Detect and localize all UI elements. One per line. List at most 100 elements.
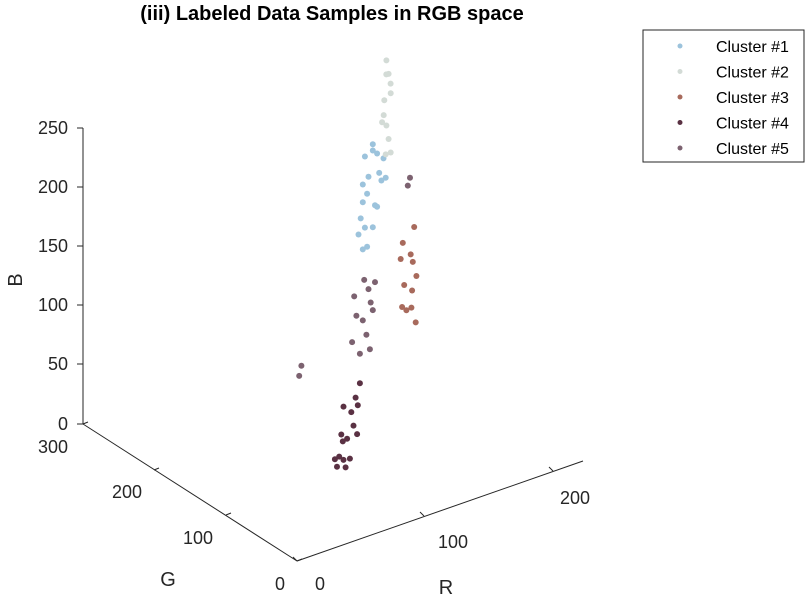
data-point-cluster-4 bbox=[331, 456, 338, 463]
data-point-cluster-2 bbox=[379, 119, 386, 126]
data-point-cluster-1 bbox=[374, 203, 381, 210]
data-point-cluster-1 bbox=[374, 150, 381, 157]
legend-label: Cluster #3 bbox=[716, 90, 789, 107]
data-point-cluster-3 bbox=[399, 239, 406, 246]
data-point-cluster-5 bbox=[365, 286, 372, 293]
data-point-cluster-4 bbox=[346, 455, 353, 462]
data-point-cluster-5 bbox=[353, 312, 360, 319]
data-point-cluster-4 bbox=[339, 438, 346, 445]
data-point-cluster-2 bbox=[380, 112, 387, 119]
chart-title: (iii) Labeled Data Samples in RGB space bbox=[140, 3, 523, 25]
legend-label: Cluster #1 bbox=[716, 39, 789, 56]
scatter-points bbox=[296, 57, 420, 471]
data-point-cluster-4 bbox=[342, 464, 349, 471]
data-point-cluster-4 bbox=[356, 380, 363, 387]
y-tick-label: 300 bbox=[38, 437, 68, 457]
x-axis-line bbox=[296, 460, 584, 562]
data-point-cluster-2 bbox=[382, 151, 389, 158]
data-point-cluster-2 bbox=[385, 136, 392, 142]
legend-label: Cluster #5 bbox=[716, 141, 789, 158]
data-point-cluster-4 bbox=[334, 463, 340, 470]
y-axis-line bbox=[82, 423, 298, 562]
data-point-cluster-3 bbox=[408, 304, 415, 311]
z-axis-label: B bbox=[5, 273, 27, 286]
legend-marker bbox=[677, 145, 683, 151]
y-tick-label: 0 bbox=[275, 574, 285, 594]
data-point-cluster-1 bbox=[378, 177, 385, 184]
legend-label: Cluster #2 bbox=[716, 65, 789, 82]
y-tick-label: 100 bbox=[183, 528, 213, 548]
data-point-cluster-1 bbox=[355, 231, 362, 238]
data-point-cluster-5 bbox=[296, 372, 303, 379]
data-point-cluster-2 bbox=[381, 97, 388, 104]
z-axis-ticks: 0 50 100 150 200 250 bbox=[38, 118, 83, 434]
data-point-cluster-1 bbox=[359, 199, 366, 206]
data-point-cluster-1 bbox=[359, 246, 366, 253]
legend-marker bbox=[677, 69, 683, 74]
data-point-cluster-3 bbox=[413, 273, 420, 279]
legend-marker bbox=[677, 43, 683, 49]
data-point-cluster-3 bbox=[409, 287, 416, 294]
data-point-cluster-4 bbox=[340, 403, 347, 410]
data-point-cluster-4 bbox=[348, 409, 355, 416]
data-point-cluster-4 bbox=[340, 456, 347, 463]
data-point-cluster-1 bbox=[364, 243, 371, 250]
data-point-cluster-3 bbox=[411, 224, 418, 230]
data-point-cluster-5 bbox=[366, 346, 373, 353]
data-point-cluster-1 bbox=[357, 215, 364, 222]
data-point-cluster-1 bbox=[376, 169, 383, 176]
data-point-cluster-3 bbox=[399, 304, 406, 310]
data-point-cluster-5 bbox=[404, 182, 411, 189]
data-point-cluster-1 bbox=[364, 190, 371, 197]
data-point-cluster-3 bbox=[397, 256, 404, 262]
x-tick-label: 0 bbox=[315, 574, 325, 594]
x-axis-ticks: 0 100 200 bbox=[292, 466, 590, 594]
z-tick-label: 100 bbox=[38, 295, 68, 315]
data-point-cluster-2 bbox=[383, 122, 390, 129]
data-point-cluster-3 bbox=[407, 251, 414, 258]
data-point-cluster-3 bbox=[409, 258, 416, 265]
y-axis-ticks: 0 100 200 300 bbox=[38, 421, 303, 594]
data-point-cluster-1 bbox=[361, 153, 368, 160]
data-point-cluster-5 bbox=[359, 317, 366, 324]
legend: Cluster #1 Cluster #2 Cluster #3 Cluster #4… bbox=[642, 29, 805, 163]
data-point-cluster-1 bbox=[369, 141, 376, 148]
data-point-cluster-5 bbox=[407, 174, 413, 181]
z-tick-label: 50 bbox=[48, 354, 68, 374]
legend-marker bbox=[677, 94, 683, 100]
z-tick-label: 0 bbox=[58, 414, 68, 434]
legend-box bbox=[642, 29, 805, 163]
data-point-cluster-4 bbox=[336, 453, 343, 460]
data-point-cluster-4 bbox=[354, 431, 361, 438]
data-point-cluster-1 bbox=[361, 224, 368, 231]
data-point-cluster-1 bbox=[382, 174, 389, 181]
data-point-cluster-5 bbox=[298, 362, 305, 369]
data-point-cluster-2 bbox=[383, 57, 390, 64]
data-point-cluster-4 bbox=[352, 394, 359, 401]
y-axis-label: G bbox=[160, 569, 176, 591]
data-point-cluster-5 bbox=[349, 339, 356, 346]
data-point-cluster-2 bbox=[387, 80, 394, 87]
data-point-cluster-4 bbox=[338, 431, 345, 438]
data-point-cluster-1 bbox=[369, 224, 376, 231]
data-point-cluster-3 bbox=[412, 319, 419, 326]
data-point-cluster-5 bbox=[367, 299, 374, 306]
x-tick-label: 100 bbox=[438, 532, 468, 552]
data-point-cluster-5 bbox=[356, 350, 363, 357]
data-point-cluster-2 bbox=[387, 149, 394, 156]
data-point-cluster-1 bbox=[365, 173, 372, 180]
data-point-cluster-4 bbox=[350, 422, 357, 429]
data-point-cluster-2 bbox=[387, 90, 394, 97]
data-point-cluster-4 bbox=[354, 402, 361, 409]
legend-marker bbox=[677, 120, 683, 125]
z-tick-label: 250 bbox=[38, 118, 68, 138]
data-point-cluster-1 bbox=[369, 147, 376, 154]
data-point-cluster-5 bbox=[363, 331, 370, 338]
data-point-cluster-5 bbox=[369, 307, 376, 314]
y-tick-label: 200 bbox=[112, 482, 142, 502]
data-point-cluster-1 bbox=[359, 181, 366, 188]
x-tick-label: 200 bbox=[560, 488, 590, 508]
legend-label: Cluster #4 bbox=[716, 116, 789, 133]
data-point-cluster-5 bbox=[351, 293, 358, 300]
